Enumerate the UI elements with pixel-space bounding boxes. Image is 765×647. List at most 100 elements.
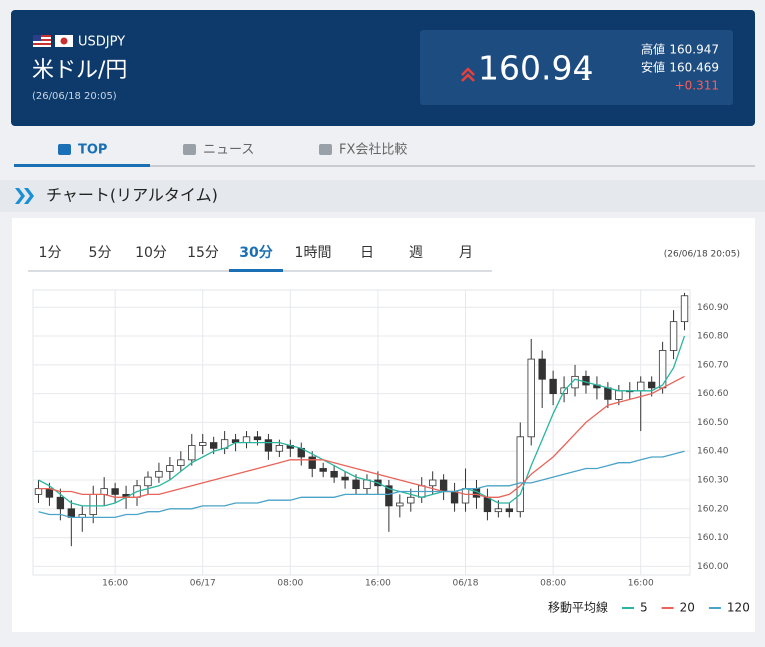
price-change: +0.311 [675,79,719,93]
period-label: 日 [360,245,374,261]
period-tab[interactable]: 5分 [89,245,112,261]
tab-underline [14,164,150,167]
high-label: 高値 [641,42,665,57]
candle-body [308,456,316,469]
chart-card [12,218,755,632]
candle-body [144,476,152,487]
candle-body [494,508,503,513]
x-tick-label: 08:00 [277,579,303,589]
period-label: 5分 [89,245,112,261]
period-tab[interactable]: 週 [409,245,423,261]
candle-body [483,496,492,513]
x-tick-label: 16:00 [365,579,391,589]
plot-area [32,289,691,576]
x-tick-label: 16:00 [628,579,654,589]
candle-body [209,442,218,449]
candle-body [428,479,437,487]
tab-icon [58,144,71,155]
candle-body [177,459,185,467]
period-tab[interactable]: 15分 [187,245,219,261]
y-tick-label: 160.00 [697,562,729,572]
y-tick-label: 160.60 [697,389,729,399]
legend-label: 5 [640,601,648,615]
candle-body [637,381,645,392]
period-tab[interactable]: 30分 [229,245,283,272]
period-tab[interactable]: 1分 [39,245,62,261]
chart-time: (26/06/18 20:05) [664,250,740,260]
candle-body [264,439,273,452]
x-tick-label: 06/18 [453,579,479,589]
candle-body [538,358,546,380]
x-tick-label: 06/17 [190,579,216,589]
period-label: 週 [409,245,423,261]
candle-body [363,479,371,490]
candle-body [407,496,415,504]
candle-body [647,381,656,389]
up-arrow-icon [461,67,475,82]
candle-body [45,488,54,498]
x-tick-label: 08:00 [540,579,566,589]
period-label: 1分 [39,245,62,261]
candle-body [56,496,65,510]
candle-body [34,488,43,495]
y-tick-label: 160.70 [697,360,729,370]
candle-body [341,476,349,481]
period-underline [229,269,283,272]
tab-label: ニュース [203,143,254,158]
period-tab[interactable]: 日 [360,245,374,261]
period-label: 1時間 [295,245,332,261]
candle-body [385,485,393,507]
y-tick-label: 160.20 [697,504,729,514]
us-flag [33,35,51,47]
candle-body [582,375,590,386]
period-label: 30分 [239,245,272,261]
legend-label: 120 [727,601,750,615]
y-tick-label: 160.40 [697,447,729,457]
period-tab[interactable]: 10分 [135,245,167,261]
period-label: 月 [459,245,473,261]
section-bar [0,180,765,212]
candle-body [275,445,284,452]
candle-body [680,295,689,323]
period-tab[interactable]: 月 [459,245,473,261]
candle-body [527,358,535,438]
section-title: チャート(リアルタイム) [46,186,218,205]
candle-body [516,436,524,513]
candle-body [505,508,514,513]
candle-body [111,488,119,495]
candle-body [439,479,448,492]
nav-tab[interactable]: ニュース [183,143,254,158]
x-tick-label: 16:00 [102,579,128,589]
y-tick-label: 160.10 [697,533,729,543]
candle-body [352,479,360,490]
candle-body [166,465,174,472]
candle-body [155,470,163,478]
price-main: 160.94 [478,49,593,88]
y-tick-label: 160.50 [697,418,729,428]
candle-body [188,445,196,461]
candle-body [461,488,470,504]
tab-icon [183,144,196,155]
high-value: 160.947 [669,43,719,57]
tab-icon [319,144,332,155]
legend-label: 20 [680,601,695,615]
candle-body [242,436,251,443]
section-icon [15,188,34,204]
nav-tab[interactable]: FX会社比較 [319,142,407,158]
period-label: 15分 [187,245,219,261]
candle-body [100,488,108,495]
candle-body [450,491,459,504]
jp-flag [55,35,73,47]
moving-average-line [38,335,686,507]
candle-body [604,387,612,400]
period-tab[interactable]: 1時間 [295,245,332,261]
candle-body [89,493,97,515]
candle-body [330,470,338,478]
tab-label: TOP [78,143,107,158]
nav-tab[interactable]: TOP [14,143,150,168]
low-value: 160.469 [669,61,719,75]
tab-label: FX会社比較 [339,142,407,158]
period-label: 10分 [135,245,167,261]
y-tick-label: 160.80 [697,332,729,342]
